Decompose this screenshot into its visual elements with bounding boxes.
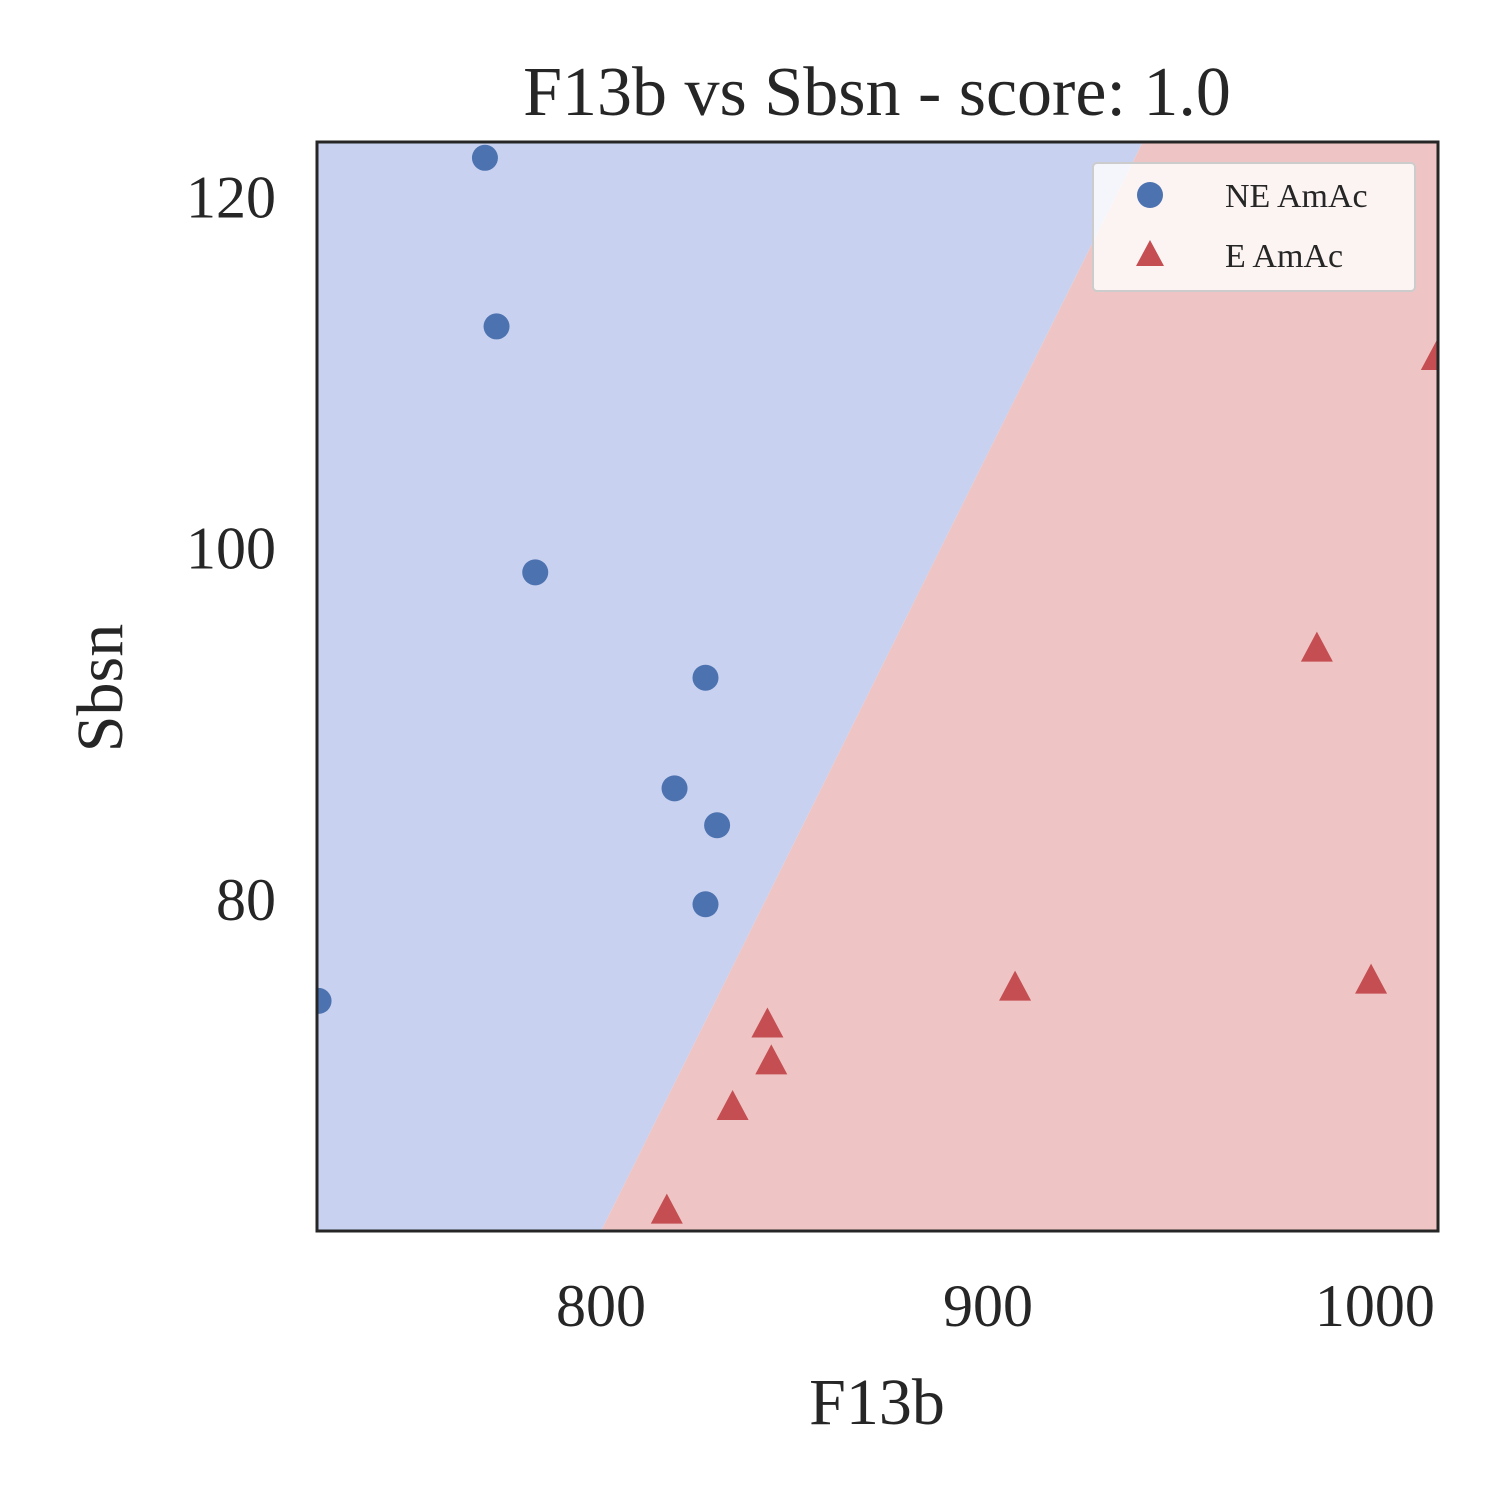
point-e-amac	[751, 1007, 784, 1038]
y-axis-label: Sbsn	[64, 624, 137, 752]
point-e-amac	[716, 1090, 749, 1121]
x-axis-ticks: 800 900 1000	[556, 1273, 1435, 1339]
point-e-amac	[999, 970, 1032, 1001]
x-tick-label: 1000	[1315, 1273, 1435, 1339]
point-ne-amac	[704, 812, 731, 839]
point-e-amac	[755, 1044, 788, 1075]
point-ne-amac	[522, 559, 549, 586]
point-e-amac	[1355, 963, 1388, 994]
ne-amac-region	[317, 142, 1143, 1231]
point-e-amac	[1300, 631, 1333, 662]
point-ne-amac	[483, 313, 510, 340]
point-ne-amac	[692, 891, 719, 918]
y-tick-label: 120	[186, 164, 276, 230]
point-ne-amac	[692, 664, 719, 691]
x-axis-label: F13b	[809, 1366, 945, 1439]
point-ne-amac	[661, 775, 688, 802]
x-tick-label: 800	[556, 1273, 646, 1339]
point-ne-amac	[317, 987, 332, 1014]
plot-frame	[315, 140, 1440, 1233]
point-ne-amac	[471, 144, 498, 171]
point-e-amac	[650, 1193, 683, 1224]
legend-label-e-amac: E AmAc	[1225, 238, 1343, 275]
legend-label-ne-amac: NE AmAc	[1225, 178, 1368, 215]
data-points	[317, 144, 1438, 1224]
legend-circle-marker	[1137, 182, 1163, 208]
e-amac-region	[601, 142, 1438, 1231]
legend-box	[1092, 162, 1416, 292]
y-tick-label: 100	[186, 516, 276, 582]
x-tick-label: 900	[943, 1273, 1033, 1339]
plot-area	[317, 142, 1438, 1231]
y-tick-label: 80	[216, 867, 276, 933]
chart-title: F13b vs Sbsn - score: 1.0	[523, 54, 1231, 131]
legend-triangle-marker	[1136, 240, 1164, 266]
point-e-amac	[1420, 340, 1438, 371]
legend: NE AmAc E AmAc	[1092, 162, 1416, 292]
y-axis-ticks: 80 100 120	[186, 164, 276, 933]
